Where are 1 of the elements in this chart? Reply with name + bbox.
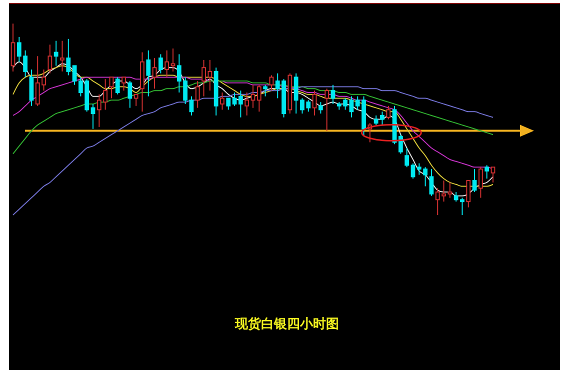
text: 现货白银四小时图 <box>234 316 339 332</box>
